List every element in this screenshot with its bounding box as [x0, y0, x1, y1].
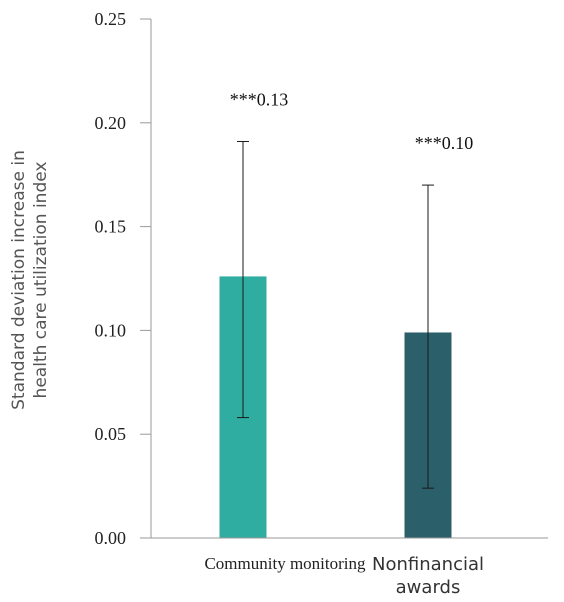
y-tick-label: 0.10	[95, 320, 127, 340]
bars-layer	[219, 276, 452, 538]
y-tick-label: 0.15	[95, 217, 127, 237]
data-label-1: ***0.13	[230, 89, 289, 109]
data-labels-layer: ***0.13 ***0.10	[230, 89, 474, 153]
x-category-label: awards	[396, 577, 461, 598]
error-bar-1	[237, 140, 249, 419]
y-axis-title: Standard deviation increase in health car…	[9, 150, 51, 410]
y-tick-label: 0.20	[95, 113, 127, 133]
y-tick-label: 0.00	[95, 528, 127, 548]
y-axis-title-line: health care utilization index	[31, 162, 51, 399]
y-tick-label: 0.05	[95, 424, 127, 444]
data-label-2: ***0.10	[415, 133, 474, 153]
y-tick-label: 0.25	[95, 9, 127, 29]
x-category-label: Nonfinancial	[372, 554, 484, 575]
x-category-label: Community monitoring	[204, 554, 366, 573]
y-axis: 0.00 0.05 0.10 0.15 0.20 0.25	[95, 9, 152, 548]
y-axis-title-line: Standard deviation increase in	[9, 150, 29, 410]
error-bars-layer	[237, 140, 434, 489]
error-bar-2	[422, 184, 434, 489]
